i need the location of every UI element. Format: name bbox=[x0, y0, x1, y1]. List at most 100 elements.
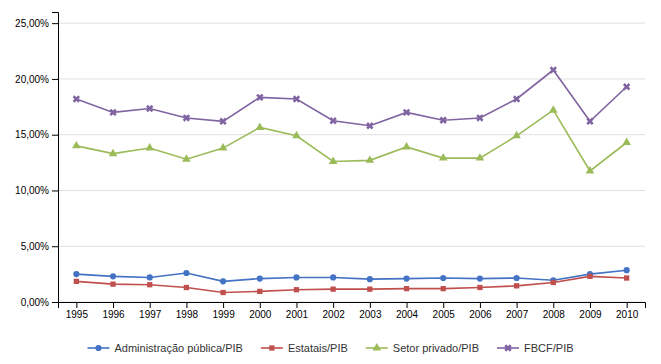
x-tick-mark bbox=[223, 302, 224, 308]
x-axis: 1995199619971998199920002001200220032004… bbox=[59, 302, 646, 320]
y-tick-label: 10,00% bbox=[15, 185, 49, 196]
legend-item: Setor privado/PIB bbox=[366, 342, 479, 354]
series-line bbox=[76, 110, 626, 171]
x-tick-label: 1995 bbox=[66, 309, 89, 320]
x-tick-label: 2006 bbox=[469, 309, 492, 320]
grid-line bbox=[58, 190, 645, 191]
point bbox=[624, 275, 629, 280]
point bbox=[72, 141, 81, 148]
y-tick: 0,00% bbox=[21, 297, 58, 308]
y-tick-mark bbox=[52, 302, 58, 303]
series-line bbox=[76, 70, 626, 126]
x-tick-label: 2001 bbox=[286, 309, 309, 320]
y-axis: 0,00%5,00%10,00%15,00%20,00%25,00% bbox=[15, 13, 58, 308]
x-tick-label: 1997 bbox=[139, 309, 162, 320]
grid-line bbox=[58, 23, 645, 24]
point bbox=[292, 131, 301, 138]
x-tick-mark bbox=[113, 302, 114, 308]
y-tick-mark bbox=[52, 246, 58, 247]
point bbox=[586, 166, 595, 173]
legend-label: Administração pública/PIB bbox=[114, 342, 242, 354]
point bbox=[476, 153, 485, 160]
series bbox=[73, 267, 629, 284]
x-tick: 2003 bbox=[359, 302, 382, 320]
point bbox=[110, 282, 115, 287]
point bbox=[330, 274, 336, 280]
x-tick: 2007 bbox=[506, 302, 529, 320]
y-tick: 25,00% bbox=[15, 18, 58, 29]
x-tick: 1995 bbox=[66, 302, 89, 320]
point bbox=[107, 107, 118, 118]
series bbox=[74, 274, 630, 295]
point bbox=[364, 120, 375, 131]
x-tick-mark bbox=[590, 302, 591, 308]
point bbox=[367, 276, 373, 282]
point bbox=[74, 279, 79, 284]
point bbox=[182, 154, 191, 161]
point bbox=[514, 283, 519, 288]
x-tick-mark bbox=[517, 302, 518, 308]
x-tick-mark bbox=[443, 302, 444, 308]
point bbox=[548, 64, 559, 75]
series bbox=[71, 64, 632, 131]
series-line bbox=[76, 270, 626, 281]
x-tick-mark bbox=[407, 302, 408, 308]
y-tick-mark bbox=[52, 23, 58, 24]
point bbox=[110, 273, 116, 279]
point bbox=[624, 267, 630, 273]
point bbox=[293, 274, 299, 280]
point bbox=[587, 274, 592, 279]
grid-line bbox=[58, 78, 645, 79]
x-tick: 2002 bbox=[323, 302, 346, 320]
x-tick: 2008 bbox=[543, 302, 566, 320]
series bbox=[72, 105, 631, 173]
point bbox=[477, 275, 483, 281]
x-tick-label: 2003 bbox=[359, 309, 382, 320]
y-tick-mark bbox=[52, 190, 58, 191]
point bbox=[621, 81, 632, 92]
point bbox=[551, 280, 556, 285]
chart: 1995199619971998199920002001200220032004… bbox=[0, 0, 661, 364]
point bbox=[220, 290, 225, 295]
legend-swatch-marker bbox=[269, 345, 274, 350]
x-tick-mark bbox=[480, 302, 481, 308]
x-tick: 2000 bbox=[249, 302, 272, 320]
x-tick: 2005 bbox=[433, 302, 456, 320]
point bbox=[220, 278, 226, 284]
legend-swatch-marker bbox=[502, 342, 513, 353]
x-tick-mark bbox=[553, 302, 554, 308]
point bbox=[514, 275, 520, 281]
legend: Administração pública/PIB Estatais/PIB Set… bbox=[87, 342, 573, 354]
point bbox=[218, 116, 229, 127]
legend-label: Estatais/PIB bbox=[288, 342, 348, 354]
x-tick-label: 1999 bbox=[212, 309, 235, 320]
y-tick-label: 20,00% bbox=[15, 74, 49, 85]
point bbox=[512, 131, 521, 138]
point bbox=[183, 270, 189, 276]
point bbox=[145, 143, 154, 150]
x-tick: 2004 bbox=[396, 302, 419, 320]
y-tick-label: 5,00% bbox=[21, 241, 49, 252]
point bbox=[184, 285, 189, 290]
point bbox=[403, 275, 409, 281]
x-tick-mark bbox=[333, 302, 334, 308]
point bbox=[331, 287, 336, 292]
y-tick-mark bbox=[52, 135, 58, 136]
legend-label: FBCF/PIB bbox=[524, 342, 574, 354]
x-tick-label: 2010 bbox=[616, 309, 639, 320]
x-tick-mark bbox=[296, 302, 297, 308]
x-tick-label: 2000 bbox=[249, 309, 272, 320]
point bbox=[144, 103, 155, 114]
grid bbox=[58, 23, 645, 302]
x-tick-label: 2008 bbox=[543, 309, 566, 320]
point bbox=[73, 271, 79, 277]
y-tick: 10,00% bbox=[15, 185, 58, 196]
legend-item: Administração pública/PIB bbox=[87, 342, 242, 354]
x-tick-label: 2005 bbox=[433, 309, 456, 320]
legend-item: Estatais/PIB bbox=[261, 342, 348, 354]
point bbox=[440, 275, 446, 281]
grid-line bbox=[58, 246, 645, 247]
point bbox=[71, 93, 82, 104]
point bbox=[257, 289, 262, 294]
x-tick-mark bbox=[627, 302, 628, 308]
